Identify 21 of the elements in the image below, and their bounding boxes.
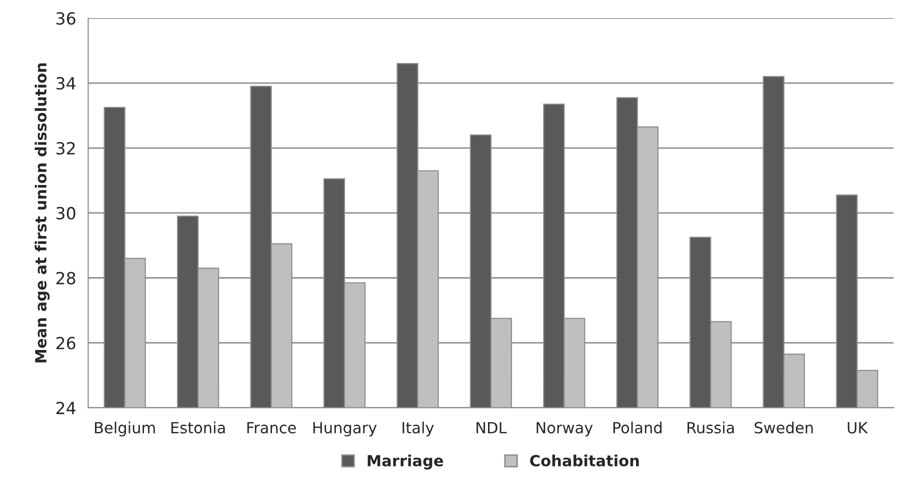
legend-label: Cohabitation bbox=[530, 454, 639, 466]
legend-label: Marriage bbox=[368, 454, 444, 470]
y-tick-label: 26 bbox=[56, 336, 76, 350]
x-tick-label: Hungary bbox=[313, 422, 377, 436]
x-tick-label: Poland bbox=[613, 422, 662, 434]
y-tick-label: 36 bbox=[56, 12, 76, 25]
y-tick-label: 30 bbox=[56, 206, 76, 220]
x-tick-label: France bbox=[247, 422, 296, 434]
y-tick-label: 32 bbox=[56, 142, 75, 155]
x-tick-label: Russia bbox=[688, 422, 734, 434]
x-tick-label: NDL bbox=[476, 422, 507, 434]
y-tick-label: 28 bbox=[56, 272, 76, 284]
y-axis-title: Mean age at first union dissolution bbox=[34, 63, 50, 362]
x-tick-label: Estonia bbox=[171, 422, 225, 434]
y-tick-label: 24 bbox=[56, 402, 76, 414]
x-tick-label: Italy bbox=[402, 422, 434, 436]
x-tick-label: Belgium bbox=[94, 422, 155, 436]
x-tick-label: UK bbox=[848, 422, 868, 434]
x-tick-label: Sweden bbox=[754, 422, 813, 434]
y-tick-label: 34 bbox=[56, 77, 76, 90]
x-tick-label: Norway bbox=[536, 422, 593, 436]
